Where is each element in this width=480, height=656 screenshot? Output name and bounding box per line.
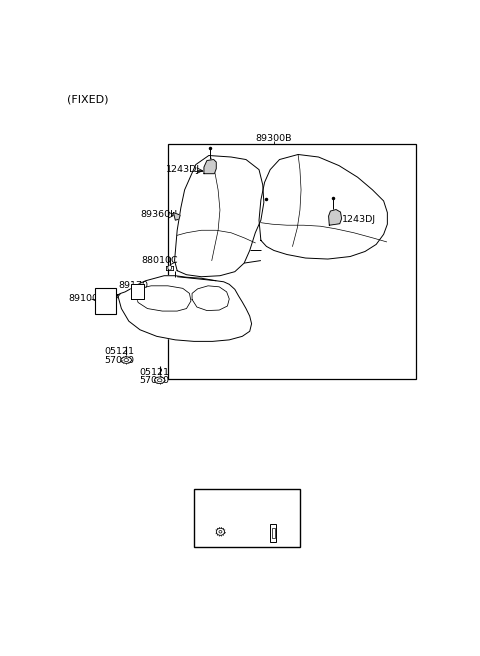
Text: 89300B: 89300B: [256, 134, 292, 143]
Polygon shape: [131, 284, 144, 299]
Text: 89360H: 89360H: [140, 210, 177, 218]
Text: 00824: 00824: [258, 497, 288, 506]
Bar: [272, 527, 275, 538]
Ellipse shape: [121, 357, 132, 363]
Text: 89170: 89170: [119, 281, 149, 291]
Text: 1125DA: 1125DA: [202, 497, 239, 506]
Text: 57040: 57040: [140, 377, 169, 385]
Polygon shape: [175, 155, 264, 277]
Text: 57040: 57040: [104, 356, 134, 365]
Bar: [194, 489, 300, 548]
Polygon shape: [329, 209, 342, 225]
Bar: [168, 144, 416, 379]
Text: 1243DJ: 1243DJ: [342, 215, 376, 224]
Ellipse shape: [124, 359, 129, 361]
Circle shape: [168, 265, 172, 270]
Polygon shape: [204, 159, 216, 174]
Polygon shape: [173, 213, 180, 220]
Text: 05121: 05121: [140, 368, 169, 377]
Bar: [270, 524, 276, 542]
Text: 89100: 89100: [68, 294, 98, 303]
Polygon shape: [118, 276, 252, 341]
Ellipse shape: [216, 528, 225, 535]
Polygon shape: [259, 155, 387, 259]
Text: 88010C: 88010C: [141, 256, 178, 265]
Text: 1243DJ: 1243DJ: [166, 165, 200, 174]
Bar: [96, 289, 116, 314]
Ellipse shape: [155, 377, 165, 384]
Text: (FIXED): (FIXED): [67, 95, 109, 105]
Text: 05121: 05121: [104, 348, 134, 356]
Ellipse shape: [157, 379, 162, 382]
Ellipse shape: [219, 531, 222, 533]
